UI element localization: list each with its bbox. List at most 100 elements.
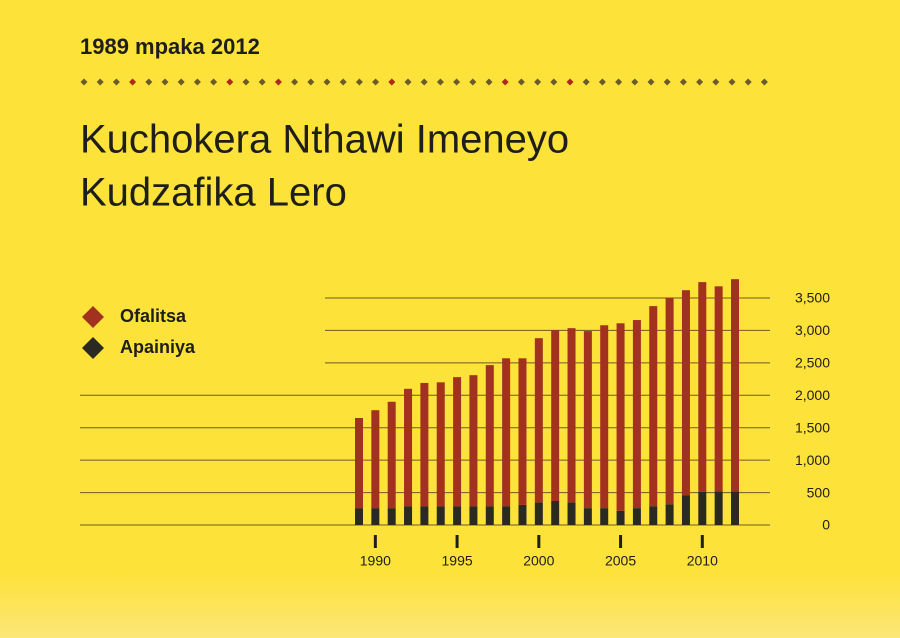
- divider-diamond: [372, 78, 380, 86]
- divider-diamond: [226, 78, 234, 86]
- y-tick-label: 0: [822, 517, 830, 533]
- divider-diamond: [598, 78, 606, 86]
- divider-diamond: [80, 78, 88, 86]
- divider-diamond: [436, 78, 444, 86]
- divider-diamond: [647, 78, 655, 86]
- divider-diamond: [728, 78, 736, 86]
- bar-segment: [404, 388, 413, 507]
- divider-diamond: [96, 78, 104, 86]
- divider-diamond: [712, 78, 720, 86]
- bar-segment: [632, 320, 641, 509]
- bar-segment: [698, 282, 707, 492]
- divider-diamond: [193, 78, 201, 86]
- bar-segment: [355, 508, 363, 525]
- divider-diamond: [355, 78, 363, 86]
- legend-label: Apainiya: [120, 337, 196, 357]
- bar-segment: [534, 338, 543, 503]
- bar-segment: [714, 491, 723, 525]
- divider-diamond: [501, 78, 509, 86]
- bar-segment: [534, 502, 543, 525]
- bar-segment: [436, 382, 445, 507]
- divider-diamond: [453, 78, 461, 86]
- divider-diamond: [582, 78, 590, 86]
- bar-segment: [420, 382, 429, 507]
- divider-diamond: [631, 78, 639, 86]
- divider-diamond: [420, 78, 428, 86]
- bar-segment: [583, 331, 592, 509]
- divider-diamond: [679, 78, 687, 86]
- diamond-divider: [80, 78, 768, 86]
- divider-diamond: [129, 78, 137, 86]
- bar-segment: [518, 504, 527, 525]
- bar-segment: [387, 508, 396, 525]
- title-line: Kuchokera Nthawi Imeneyo: [80, 118, 569, 162]
- x-tick-label: 2010: [687, 553, 718, 569]
- divider-diamond: [210, 78, 218, 86]
- bar-segment: [714, 286, 723, 492]
- legend-marker: [82, 306, 104, 328]
- divider-diamond: [274, 78, 282, 86]
- bar-segment: [567, 502, 576, 525]
- divider-diamond: [550, 78, 558, 86]
- bar-segment: [551, 330, 560, 502]
- y-tick-label: 500: [807, 484, 831, 500]
- x-tick-label: 1995: [442, 553, 473, 569]
- bar-segment: [600, 325, 609, 509]
- divider-diamond: [112, 78, 120, 86]
- bar-segment: [616, 323, 625, 511]
- y-tick-label: 1,500: [795, 419, 830, 435]
- bar-segment: [485, 506, 494, 525]
- legend-marker: [82, 337, 104, 359]
- bar-segment: [518, 358, 527, 505]
- legend-label: Ofalitsa: [120, 306, 187, 326]
- divider-diamond: [517, 78, 525, 86]
- divider-diamond: [534, 78, 542, 86]
- bar-segment: [649, 506, 658, 525]
- bar-segment: [698, 491, 707, 525]
- divider-diamond: [388, 78, 396, 86]
- subtitle: 1989 mpaka 2012: [80, 34, 260, 59]
- bar-segment: [355, 417, 363, 509]
- bar-segment: [453, 377, 462, 507]
- divider-diamond: [485, 78, 493, 86]
- divider-diamond: [469, 78, 477, 86]
- bar-segment: [681, 290, 690, 496]
- bar-segment: [551, 501, 560, 525]
- bar-segment: [632, 508, 641, 525]
- y-tick-label: 1,000: [795, 452, 830, 468]
- bar-segment: [616, 510, 625, 525]
- divider-diamond: [242, 78, 250, 86]
- divider-diamond: [339, 78, 347, 86]
- divider-diamond: [744, 78, 752, 86]
- x-tick-label: 2005: [605, 553, 636, 569]
- bar-segment: [567, 328, 576, 503]
- bar-segment: [469, 506, 478, 525]
- bar-segment: [502, 358, 511, 507]
- bar-segment: [649, 306, 658, 507]
- bar-segment: [420, 506, 429, 525]
- divider-diamond: [566, 78, 574, 86]
- x-tick-label: 1990: [360, 553, 391, 569]
- bar-segment: [469, 375, 478, 507]
- y-tick-label: 2,000: [795, 387, 830, 403]
- bar-segment: [485, 365, 494, 507]
- bar-segment: [583, 508, 592, 525]
- divider-diamond: [145, 78, 153, 86]
- title-line: Kudzafika Lero: [80, 171, 347, 215]
- y-tick-label: 3,500: [795, 290, 830, 306]
- bar-segment: [600, 508, 609, 525]
- divider-diamond: [161, 78, 169, 86]
- bar-segment: [453, 506, 462, 525]
- y-tick-label: 2,500: [795, 355, 830, 371]
- divider-diamond: [307, 78, 315, 86]
- bar-segment: [731, 491, 739, 525]
- divider-diamond: [258, 78, 266, 86]
- divider-diamond: [177, 78, 185, 86]
- divider-diamond: [615, 78, 623, 86]
- bar-segment: [436, 506, 445, 525]
- divider-diamond: [404, 78, 412, 86]
- bar-segment: [371, 508, 380, 525]
- bar-segment: [371, 410, 380, 509]
